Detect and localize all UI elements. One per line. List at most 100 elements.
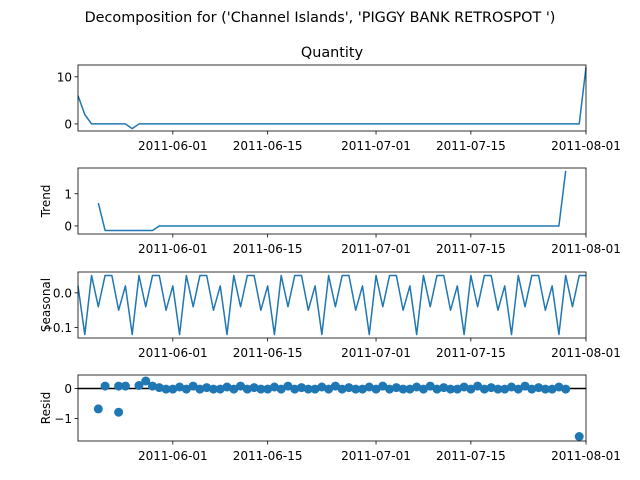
data-point — [93, 404, 103, 414]
data-point — [290, 384, 300, 394]
y-axis-label: Seasonal — [39, 278, 53, 332]
data-point — [493, 384, 503, 394]
data-point — [324, 384, 334, 394]
data-point — [181, 384, 191, 394]
axis-frame — [77, 64, 587, 132]
y-tick-label: 0.0 — [53, 286, 72, 300]
y-axis-label: Trend — [39, 185, 53, 219]
y-tick-label: 1 — [64, 187, 72, 201]
data-point — [229, 384, 239, 394]
x-tick-label: 2011-07-01 — [341, 449, 411, 463]
data-point — [114, 407, 124, 417]
data-point — [256, 384, 266, 394]
axis-frame — [77, 271, 587, 339]
data-point — [351, 384, 361, 394]
series-line — [77, 67, 587, 130]
data-point — [249, 383, 259, 393]
data-point — [148, 381, 158, 391]
axis-frame — [77, 374, 587, 442]
x-tick-label: 2011-08-01 — [551, 449, 621, 463]
data-point — [405, 384, 415, 394]
x-tick-label: 2011-07-15 — [436, 346, 506, 360]
x-tick-label: 2011-06-15 — [233, 242, 303, 256]
data-point — [473, 381, 483, 391]
x-tick-label: 2011-07-15 — [436, 242, 506, 256]
data-point — [574, 432, 584, 441]
data-point — [120, 381, 130, 391]
data-point — [547, 384, 557, 394]
x-tick-label: 2011-07-15 — [436, 139, 506, 153]
x-tick-label: 2011-07-01 — [341, 242, 411, 256]
x-tick-label: 2011-06-01 — [138, 139, 208, 153]
y-tick-label: 10 — [57, 70, 72, 84]
data-point — [459, 382, 469, 392]
x-tick-label: 2011-06-15 — [233, 139, 303, 153]
x-tick-label: 2011-08-01 — [551, 139, 621, 153]
y-axis-label: Resid — [39, 392, 53, 424]
data-point — [141, 376, 151, 386]
data-point — [452, 384, 462, 394]
y-tick-label: −1 — [54, 412, 72, 426]
data-point — [276, 384, 286, 394]
data-point — [168, 384, 178, 394]
figure-title: Decomposition for ('Channel Islands', 'P… — [85, 10, 556, 26]
data-point — [371, 384, 381, 394]
data-point — [337, 384, 347, 394]
panel-1: 0 10 2011-06-01 2011-06-15 2011-07-01 2011-07… — [57, 45, 621, 153]
data-point — [554, 382, 564, 392]
data-point — [242, 384, 252, 394]
data-point — [195, 384, 205, 394]
data-point — [439, 383, 449, 393]
data-point — [263, 384, 273, 394]
data-point — [310, 384, 320, 394]
data-point — [540, 384, 550, 394]
x-tick-label: 2011-07-15 — [436, 449, 506, 463]
data-point — [303, 384, 313, 394]
y-tick-label: 0 — [64, 117, 72, 131]
data-point — [412, 382, 422, 392]
x-tick-label: 2011-08-01 — [551, 242, 621, 256]
panel-3: −0.1 0.0 2011-06-01 2011-06-15 2011-07-01 201… — [39, 271, 621, 360]
x-tick-label: 2011-06-01 — [138, 449, 208, 463]
data-point — [297, 383, 307, 393]
data-point — [486, 383, 496, 393]
y-tick-label: 0 — [64, 219, 72, 233]
data-point — [222, 382, 232, 392]
panel-title: Quantity — [301, 45, 364, 61]
series-line — [77, 274, 586, 336]
data-point — [391, 383, 401, 393]
y-tick-label: 0 — [64, 382, 72, 396]
data-point — [202, 383, 212, 393]
data-point — [175, 382, 185, 392]
data-point — [527, 384, 537, 394]
data-point — [154, 383, 164, 393]
data-point — [283, 381, 293, 391]
data-point — [215, 384, 225, 394]
data-point — [534, 383, 544, 393]
data-point — [506, 382, 516, 392]
data-point — [357, 384, 367, 394]
data-point — [432, 384, 442, 394]
data-point — [114, 381, 124, 391]
data-point — [479, 384, 489, 394]
data-point — [364, 382, 374, 392]
axis-frame — [77, 167, 587, 235]
data-point — [378, 381, 388, 391]
data-point — [100, 381, 110, 391]
data-point — [513, 384, 523, 394]
data-point — [446, 384, 456, 394]
data-point — [236, 381, 246, 391]
data-point — [425, 381, 435, 391]
x-tick-label: 2011-06-01 — [138, 346, 208, 360]
series-line — [97, 170, 567, 232]
data-point — [208, 384, 218, 394]
x-tick-label: 2011-07-01 — [341, 139, 411, 153]
data-point — [188, 381, 198, 391]
data-point — [317, 382, 327, 392]
x-tick-label: 2011-07-01 — [341, 346, 411, 360]
data-point — [398, 384, 408, 394]
data-point — [330, 381, 340, 391]
x-tick-label: 2011-06-15 — [233, 449, 303, 463]
